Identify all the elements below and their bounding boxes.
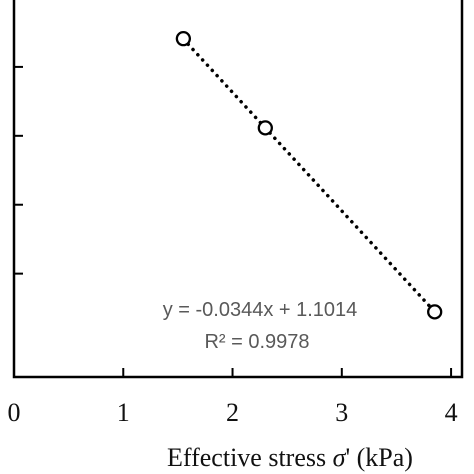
trendline xyxy=(181,37,437,314)
data-points xyxy=(175,31,443,320)
data-point xyxy=(175,31,192,47)
x-axis-title-symbol: σ xyxy=(333,443,347,472)
trendline-equation: y = -0.0344x + 1.1014 xyxy=(163,299,358,321)
x-axis-ticks xyxy=(13,368,453,377)
x-axis-title: Effective stress σ' (kPa) xyxy=(167,443,413,472)
x-axis-title-suffix: ' (kPa) xyxy=(345,443,413,472)
x-axis-title-prefix: Effective stress xyxy=(167,443,333,472)
y-axis-ticks xyxy=(14,65,23,275)
x-tick-label: 1 xyxy=(117,398,130,427)
x-tick-label: 0 xyxy=(8,398,21,427)
data-point xyxy=(427,304,443,320)
x-tick-label: 3 xyxy=(335,398,348,427)
x-tick-labels: 0 1 2 3 4 xyxy=(8,398,458,427)
plot-frame xyxy=(12,0,464,379)
x-tick-label: 2 xyxy=(226,398,239,427)
x-tick-label: 4 xyxy=(445,398,458,427)
data-point xyxy=(257,120,273,136)
trendline-r2: R² = 0.9978 xyxy=(204,331,309,353)
